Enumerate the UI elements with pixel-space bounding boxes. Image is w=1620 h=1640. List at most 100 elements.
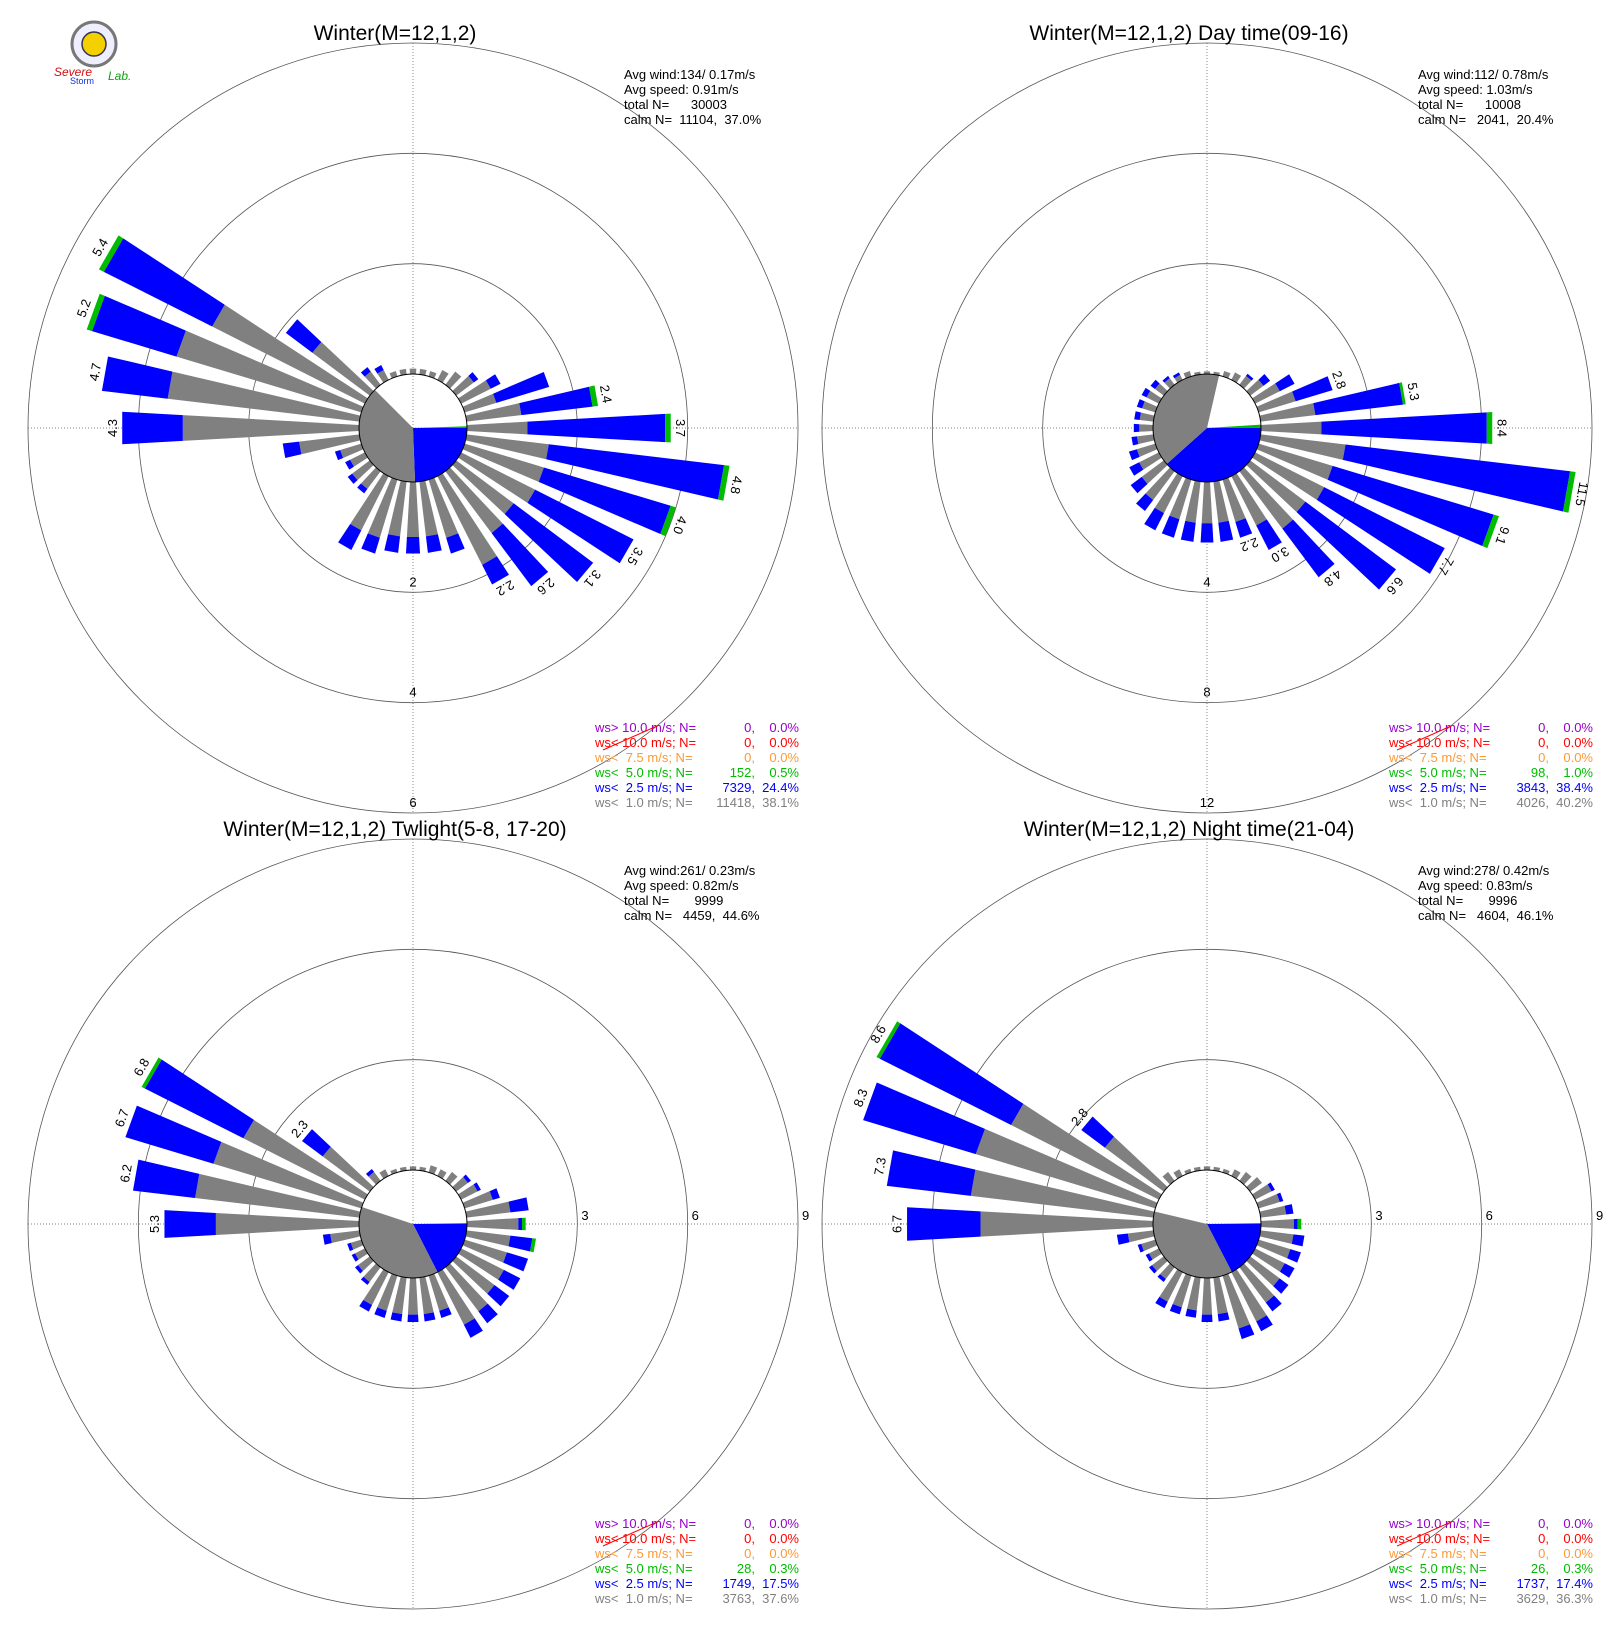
logo-center	[81, 31, 107, 57]
calm-sector	[1166, 428, 1261, 483]
bar-segment	[1155, 1296, 1168, 1309]
bar-segment	[1246, 460, 1306, 513]
bar-segment	[489, 1188, 500, 1200]
legend-percent: 0.0%	[1563, 750, 1593, 765]
bar-segment	[428, 477, 459, 538]
bar-segment	[446, 533, 465, 554]
bar-segment	[1258, 374, 1271, 386]
bar-segment	[1200, 523, 1214, 543]
legend-count: 3629,	[1516, 1591, 1549, 1606]
legend-percent: 0.0%	[1563, 1531, 1593, 1546]
legend-percent: 24.4%	[762, 780, 799, 795]
legend-count: 0,	[744, 1531, 755, 1546]
legend-count: 7329,	[722, 780, 755, 795]
bar-segment	[1399, 382, 1406, 405]
bar-segment	[1134, 411, 1141, 420]
bar-segment	[1213, 480, 1229, 523]
bar-segment	[1139, 424, 1154, 432]
stats-line: calm N= 4459, 44.6%	[624, 908, 760, 923]
bar-segment	[458, 380, 491, 404]
legend-strike	[1396, 725, 1452, 751]
bar-segment	[1011, 1103, 1162, 1200]
legend-count: 0,	[1538, 1531, 1549, 1546]
bar-segment	[351, 1253, 359, 1262]
bar-segment	[465, 1201, 511, 1218]
bar-segment	[167, 371, 361, 422]
bar-segment	[322, 1146, 374, 1192]
bar-segment	[468, 372, 479, 383]
bar-segment	[1276, 1192, 1284, 1203]
bar-segment	[463, 1174, 471, 1183]
bar-segment	[352, 460, 374, 481]
bar-segment	[1172, 1273, 1192, 1308]
bar-segment	[1222, 1168, 1230, 1175]
legend-percent: 0.5%	[769, 765, 799, 780]
bar-segment	[452, 460, 514, 515]
bar-segment	[886, 1150, 976, 1196]
legend-label: ws< 2.5 m/s; N=	[1388, 780, 1487, 795]
bar-segment	[103, 238, 225, 327]
legend-label: ws< 5.0 m/s; N=	[594, 1561, 693, 1576]
stats-line: total N= 9999	[624, 893, 723, 908]
bar-segment	[1142, 401, 1158, 413]
bar-label: 6.7	[890, 1215, 905, 1233]
bar-segment	[907, 1207, 981, 1241]
bar-segment	[1279, 1263, 1295, 1278]
stats-line: Avg wind:261/ 0.23m/s	[624, 863, 756, 878]
bar-segment	[445, 371, 462, 389]
bar-segment	[379, 1169, 389, 1179]
legend-strike	[1396, 1521, 1452, 1547]
bar-segment	[465, 434, 549, 460]
bar-segment	[419, 1276, 434, 1315]
bar-segment	[360, 1276, 370, 1285]
bar-segment	[1141, 460, 1168, 484]
bar-segment	[299, 434, 361, 455]
bar-segment	[182, 415, 360, 441]
calm-sector	[1207, 1224, 1261, 1272]
bar-segment	[1136, 399, 1145, 409]
legend-label: ws< 1.0 m/s; N=	[594, 1591, 693, 1606]
bar-segment	[377, 1273, 398, 1311]
bar-segment	[144, 1059, 254, 1139]
calm-circle	[358, 373, 468, 483]
bar-segment	[101, 356, 173, 399]
r-tick-label: 9	[802, 1208, 809, 1223]
legend-percent: 0.0%	[1563, 1516, 1593, 1531]
bar-segment	[1173, 1169, 1183, 1179]
bar-segment	[1296, 501, 1397, 590]
bar-label: 11.5	[1572, 481, 1591, 508]
bar-segment	[1146, 390, 1162, 404]
bar-segment	[1139, 412, 1155, 422]
bar-segment	[466, 421, 528, 435]
calm-sector	[413, 426, 468, 428]
bar-segment	[1162, 1171, 1175, 1185]
bar-segment	[388, 480, 407, 537]
bar-segment	[538, 467, 671, 535]
bar-segment	[527, 413, 666, 443]
bar-segment	[1130, 476, 1148, 494]
legend-percent: 17.4%	[1556, 1576, 1593, 1591]
bar-segment	[428, 1273, 449, 1311]
bar-segment	[1231, 372, 1242, 383]
bar-label: 5.3	[1405, 381, 1423, 401]
bar-segment	[125, 1105, 222, 1164]
legend-count: 152,	[730, 765, 755, 780]
chart-title: Winter(M=12,1,2) Twlight(5-8, 17-20)	[223, 818, 566, 841]
legend-label: ws< 10.0 m/s; N=	[594, 735, 696, 750]
bar-segment	[1267, 1182, 1275, 1192]
calm-sector	[359, 389, 416, 482]
bar-label: 2.2	[1238, 535, 1260, 555]
legend-label: ws< 7.5 m/s; N=	[1388, 1546, 1487, 1561]
legend-count: 0,	[1538, 720, 1549, 735]
bar-label: 6.2	[117, 1163, 135, 1183]
bar-segment	[399, 368, 407, 376]
bar-segment	[357, 483, 368, 494]
bar-segment	[1201, 1277, 1213, 1315]
bar-label: 5.3	[147, 1215, 162, 1233]
bar-segment	[491, 523, 549, 587]
bar-segment	[1104, 1136, 1168, 1192]
bar-segment	[374, 1307, 387, 1318]
bar-label: 9.1	[1492, 525, 1512, 547]
bar-segment	[1151, 1256, 1168, 1272]
